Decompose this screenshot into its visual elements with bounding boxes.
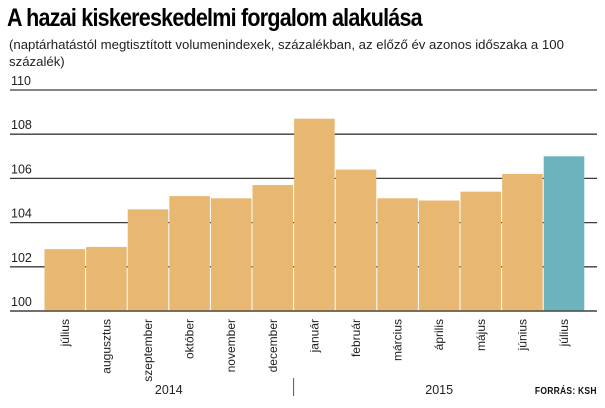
- x-tick-label: szeptember: [141, 319, 155, 382]
- y-tick-label: 102: [11, 251, 32, 265]
- bar-0: [44, 249, 86, 311]
- bar-7: [335, 169, 377, 311]
- x-tick-labels: július augusztus szeptember október november…: [58, 319, 571, 382]
- chart-title: A hazai kiskereskedelmi forgalom alakulá…: [7, 4, 423, 32]
- bar-5: [252, 185, 294, 311]
- year-label: 2015: [425, 383, 453, 397]
- bar-4: [210, 198, 252, 311]
- bar-2: [127, 209, 169, 311]
- x-tick-label: március: [391, 319, 405, 361]
- source-note: FORRÁS: KSH: [535, 386, 597, 397]
- y-tick-label: 110: [11, 74, 31, 88]
- year-groups: 2014 2015: [155, 378, 453, 397]
- bar-1: [86, 246, 127, 311]
- x-tick-label: június: [515, 319, 529, 351]
- x-tick-label: április: [432, 319, 446, 350]
- chart-subtitle: (naptárhatástól megtisztított volumenind…: [9, 37, 564, 69]
- bars: [10, 118, 597, 312]
- y-tick-label: 100: [11, 295, 32, 309]
- bar-9: [418, 200, 460, 311]
- x-tick-label: július: [58, 319, 72, 347]
- y-tick-label: 108: [11, 118, 32, 132]
- x-tick-label: október: [183, 319, 197, 359]
- y-tick-labels: 100 102 104 106 108 110: [11, 74, 32, 309]
- y-tick-label: 104: [11, 207, 32, 221]
- bar-8: [377, 198, 418, 311]
- y-tick-label: 106: [11, 162, 32, 176]
- x-tick-label: augusztus: [99, 319, 113, 374]
- year-label: 2014: [155, 383, 183, 397]
- bar-10: [460, 191, 502, 311]
- x-tick-label: december: [266, 319, 280, 372]
- x-tick-label: május: [474, 319, 488, 351]
- bar-11: [502, 173, 543, 311]
- bar-6: [294, 118, 335, 311]
- x-tick-label: november: [224, 319, 238, 372]
- x-tick-label: július: [557, 319, 571, 347]
- bar-3: [169, 196, 210, 311]
- bar-12: [543, 156, 585, 311]
- x-tick-label: február: [349, 319, 363, 357]
- x-tick-label: január: [307, 319, 321, 353]
